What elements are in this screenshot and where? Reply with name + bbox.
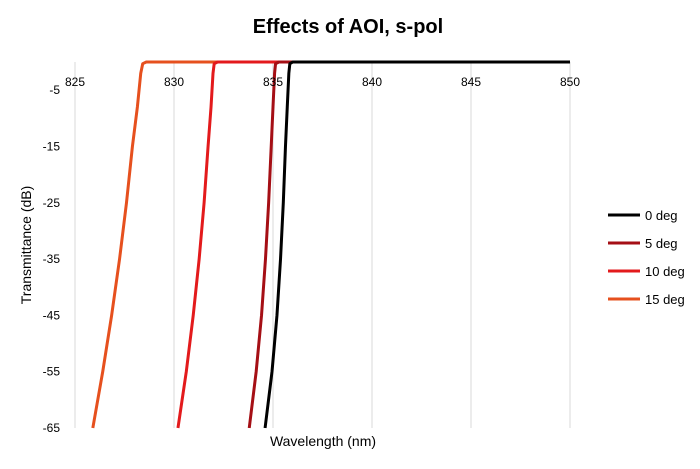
y-tick-label: -25 — [43, 196, 61, 210]
legend-label-0: 0 deg — [645, 208, 678, 223]
y-axis-label: Transmittance (dB) — [18, 186, 34, 305]
series-line-3 — [91, 60, 570, 429]
grid-layer — [74, 62, 571, 428]
legend-label-1: 5 deg — [645, 236, 678, 251]
legend: 0 deg 5 deg 10 deg 15 deg — [608, 208, 685, 307]
series-line-0 — [263, 60, 570, 429]
tick-layer: 825 830 835 840 845 850 -5 -15 -25 -35 -45 -55 -65 — [43, 75, 581, 435]
x-tick-label: 845 — [461, 75, 481, 89]
x-tick-label: 840 — [362, 75, 382, 89]
x-tick-label: 835 — [263, 75, 283, 89]
chart-title: Effects of AOI, s-pol — [253, 16, 443, 38]
x-tick-label: 825 — [65, 75, 85, 89]
series-line-1 — [247, 60, 570, 429]
legend-label-2: 10 deg — [645, 264, 685, 279]
x-axis-label: Wavelength (nm) — [270, 433, 376, 449]
y-tick-label: -45 — [43, 308, 61, 322]
y-tick-label: -35 — [43, 252, 61, 266]
x-tick-label: 830 — [164, 75, 184, 89]
y-tick-label: -5 — [49, 83, 60, 97]
y-tick-label: -15 — [43, 139, 61, 153]
y-tick-label: -65 — [43, 421, 61, 435]
series-layer — [91, 60, 570, 429]
series-line-2 — [176, 60, 570, 429]
x-tick-label: 850 — [560, 75, 580, 89]
y-tick-label: -55 — [43, 365, 61, 379]
legend-label-3: 15 deg — [645, 292, 685, 307]
